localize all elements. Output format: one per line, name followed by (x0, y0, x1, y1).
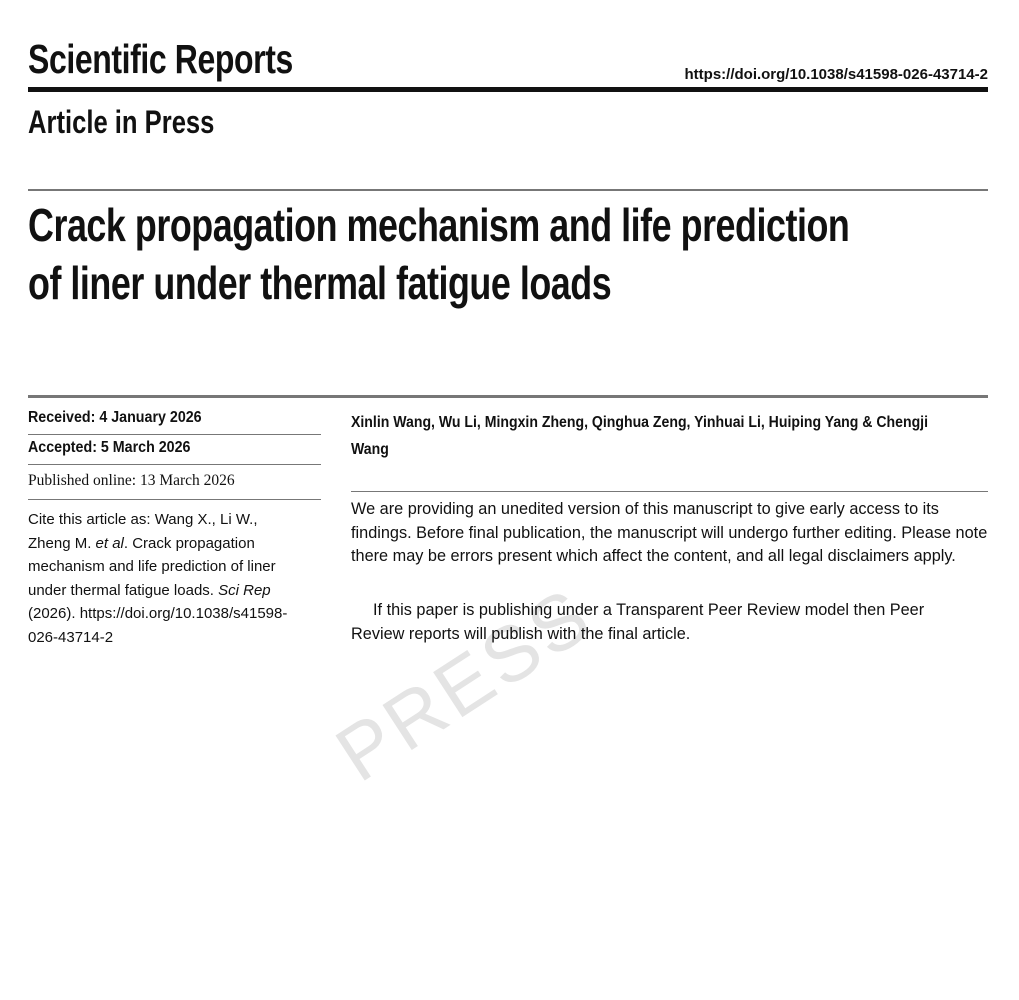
cite-etal: et al (95, 534, 124, 552)
rule (28, 189, 988, 191)
notice-paragraph: We are providing an unedited version of … (351, 500, 988, 565)
authors: Xinlin Wang, Wu Li, Mingxin Zheng, Qingh… (351, 414, 929, 458)
cite-text: Cite this article as: Wang X., Li W., Zh… (28, 511, 258, 552)
rule (28, 395, 988, 398)
doi: https://doi.org/10.1038/s41598-026-43714… (684, 66, 989, 83)
cite-text: . Crack propagation mechanism and life p… (28, 534, 276, 599)
status: Article in Press (28, 104, 215, 140)
rule (28, 464, 321, 465)
rule (28, 87, 988, 92)
rule (28, 499, 321, 500)
cite-text: (2026). https://doi.org/10.1038/s41598-0… (28, 605, 288, 646)
published: Published online: 13 March 2026 (28, 472, 235, 489)
rule (351, 491, 988, 492)
page: Scientific Reports https://doi.org/10.10… (28, 36, 989, 799)
title-line: Crack propagation mechanism and life pre… (28, 199, 850, 251)
accepted: Accepted: 5 March 2026 (28, 439, 191, 456)
rule (28, 434, 321, 435)
cite-journal: Sci Rep (218, 581, 271, 599)
journal-name: Scientific Reports (28, 36, 293, 82)
received: Received: 4 January 2026 (28, 409, 202, 426)
title-line: of liner under thermal fatigue loads (28, 257, 612, 309)
citation: Cite this article as: Wang X., Li W., Zh… (28, 508, 296, 649)
notice-paragraph: If this paper is publishing under a Tran… (351, 601, 925, 643)
